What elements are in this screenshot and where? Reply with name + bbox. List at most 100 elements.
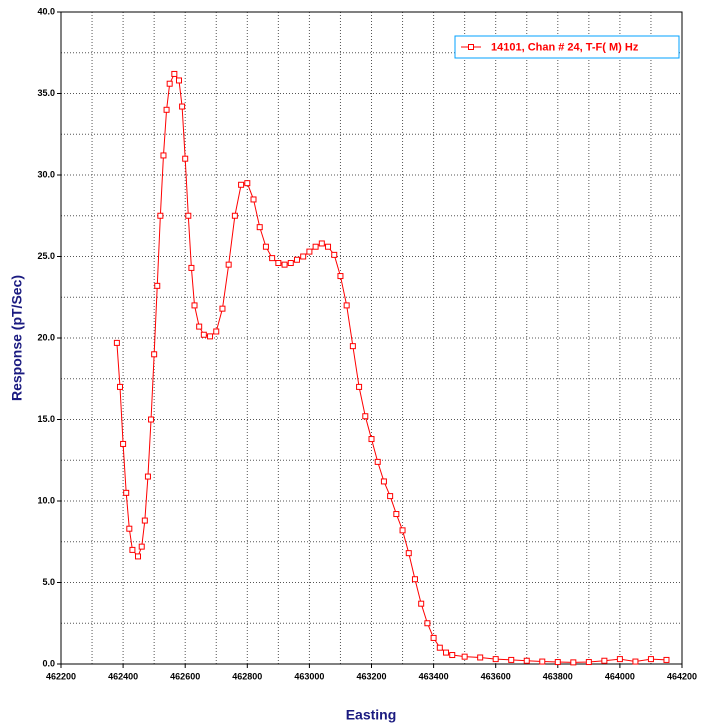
x-tick-label: 463000 xyxy=(294,671,324,681)
y-tick-label: 10.0 xyxy=(37,495,55,505)
data-point xyxy=(157,212,164,219)
x-tick-label: 462800 xyxy=(232,671,262,681)
data-point xyxy=(411,576,418,583)
data-point xyxy=(151,351,158,358)
y-axis-label: Response (pT/Sec) xyxy=(9,275,25,401)
data-point xyxy=(154,282,161,289)
data-point xyxy=(120,440,127,447)
data-point xyxy=(362,413,369,420)
data-point xyxy=(207,333,214,340)
legend-label: 14101, Chan # 24, T-F( M) Hz xyxy=(491,41,639,53)
data-point xyxy=(492,656,499,663)
data-point xyxy=(175,77,182,84)
data-point xyxy=(374,458,381,465)
data-point xyxy=(182,155,189,162)
data-point xyxy=(539,658,546,665)
data-point xyxy=(461,653,468,660)
data-point xyxy=(123,489,130,496)
y-tick-label: 20.0 xyxy=(37,332,55,342)
x-tick-label: 463400 xyxy=(419,671,449,681)
x-tick-label: 464200 xyxy=(667,671,697,681)
data-point xyxy=(430,634,437,641)
data-point xyxy=(287,260,294,267)
data-point xyxy=(570,659,577,666)
data-point xyxy=(337,273,344,280)
data-point xyxy=(141,517,148,524)
data-point xyxy=(343,302,350,309)
data-point xyxy=(380,478,387,485)
data-point xyxy=(188,264,195,271)
y-tick-label: 15.0 xyxy=(37,414,55,424)
data-point xyxy=(238,181,245,188)
data-point xyxy=(399,527,406,534)
data-point xyxy=(368,436,375,443)
data-point xyxy=(148,416,155,423)
data-point xyxy=(601,657,608,664)
data-point xyxy=(262,243,269,250)
data-point xyxy=(250,196,257,203)
data-point xyxy=(331,251,338,258)
data-point xyxy=(219,305,226,312)
x-tick-label: 463800 xyxy=(543,671,573,681)
data-point xyxy=(393,511,400,518)
data-point xyxy=(306,248,313,255)
data-point xyxy=(387,493,394,500)
data-point xyxy=(275,260,282,267)
y-tick-label: 35.0 xyxy=(37,88,55,98)
x-tick-label: 462400 xyxy=(108,671,138,681)
data-point xyxy=(116,383,123,390)
data-point xyxy=(647,656,654,663)
data-point xyxy=(166,80,173,87)
data-point xyxy=(196,323,203,330)
x-tick-label: 462200 xyxy=(46,671,76,681)
data-point xyxy=(318,240,325,247)
data-point xyxy=(449,652,456,659)
data-point xyxy=(113,339,120,346)
data-point xyxy=(508,656,515,663)
data-point xyxy=(281,261,288,268)
data-point xyxy=(477,654,484,661)
data-point xyxy=(312,243,319,250)
data-point xyxy=(616,656,623,663)
data-point xyxy=(418,600,425,607)
y-tick-label: 5.0 xyxy=(42,577,55,587)
data-point xyxy=(231,212,238,219)
data-point xyxy=(244,180,251,187)
data-point xyxy=(585,659,592,666)
y-tick-label: 0.0 xyxy=(42,658,55,668)
x-axis-label: Easting xyxy=(346,707,397,723)
data-point xyxy=(356,383,363,390)
data-point xyxy=(126,525,133,532)
data-point xyxy=(293,256,300,263)
data-point xyxy=(144,473,151,480)
data-line xyxy=(116,72,667,663)
data-point xyxy=(163,106,170,113)
data-point xyxy=(256,224,263,231)
x-tick-label: 464000 xyxy=(605,671,635,681)
data-point xyxy=(436,644,443,651)
data-point xyxy=(129,546,136,553)
data-point xyxy=(325,243,332,250)
data-point xyxy=(632,658,639,665)
legend-marker xyxy=(468,44,474,50)
data-point xyxy=(554,659,561,666)
data-point xyxy=(300,253,307,260)
data-point xyxy=(663,656,670,663)
data-point xyxy=(185,212,192,219)
data-point xyxy=(200,331,207,338)
data-point xyxy=(225,261,232,268)
data-point xyxy=(179,103,186,110)
data-point xyxy=(405,550,412,557)
data-point xyxy=(191,302,198,309)
legend-box xyxy=(454,35,680,59)
x-tick-label: 463600 xyxy=(481,671,511,681)
data-point xyxy=(269,255,276,262)
data-point xyxy=(424,620,431,627)
data-point xyxy=(171,70,178,77)
data-point xyxy=(443,649,450,656)
data-point xyxy=(213,328,220,335)
y-tick-label: 30.0 xyxy=(37,169,55,179)
data-point xyxy=(349,343,356,350)
data-point xyxy=(135,553,142,560)
